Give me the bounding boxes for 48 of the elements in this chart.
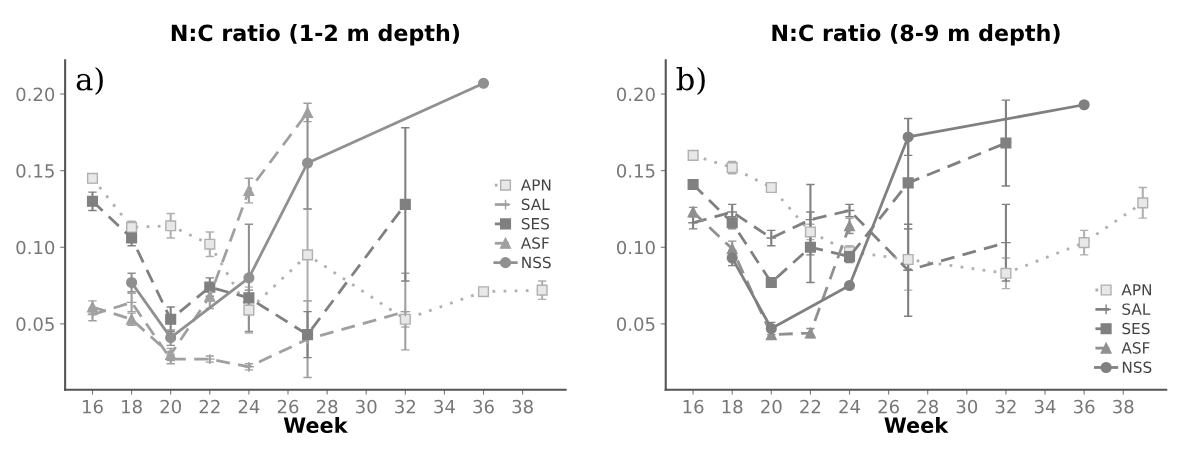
x-tick-label: 28 [917, 399, 938, 414]
x-tick-label: 26 [277, 399, 299, 414]
legend-label: APN [1121, 284, 1151, 296]
x-tick-label: 16 [82, 399, 103, 414]
y-tick-label: 0.05 [16, 317, 54, 331]
x-tick-label: 34 [434, 399, 455, 414]
x-tick-label: 32 [995, 399, 1016, 414]
legend-label: ASF [520, 237, 549, 249]
legend-label: NSS [1122, 361, 1152, 374]
y-tick-label: 0.20 [617, 87, 655, 102]
x-tick-label: 24 [238, 399, 260, 414]
y-tick-label: 0.05 [617, 317, 655, 331]
legend-label: APN [520, 179, 551, 191]
x-tick-label: 18 [122, 399, 142, 414]
y-tick-label: 0.10 [16, 240, 55, 255]
legend-label: SES [1122, 322, 1150, 335]
x-tick-label: 22 [800, 399, 821, 414]
legend-label: SES [521, 217, 549, 230]
x-tick-label: 20 [761, 399, 782, 414]
x-axis-title: Week [884, 416, 949, 434]
x-tick-label: 30 [956, 399, 978, 414]
x-tick-label: 28 [316, 399, 338, 414]
x-tick-label: 16 [683, 399, 704, 414]
legend-label: SAL [1122, 303, 1151, 315]
x-tick-label: 36 [1074, 399, 1095, 414]
x-tick-label: 22 [199, 399, 220, 414]
y-tick-label: 0.10 [617, 240, 655, 255]
x-tick-label: 38 [1113, 399, 1134, 414]
x-tick-label: 36 [473, 399, 494, 414]
legend-label: ASF [1121, 342, 1150, 354]
x-tick-label: 34 [1034, 399, 1056, 414]
x-axis-title: Week [283, 416, 348, 434]
chart-title: N:C ratio (8-9 m depth) [772, 23, 1060, 46]
annotation: b) [676, 66, 705, 95]
x-tick-label: 24 [839, 399, 860, 414]
x-tick-label: 18 [722, 399, 743, 414]
y-tick-label: 0.20 [16, 87, 55, 102]
legend-label: NSS [522, 256, 551, 269]
legend-label: SAL [521, 198, 550, 211]
x-tick-label: 26 [878, 399, 899, 414]
y-tick-label: 0.15 [16, 164, 54, 178]
x-tick-label: 30 [356, 399, 377, 414]
y-tick-label: 0.15 [617, 164, 655, 178]
x-tick-label: 38 [512, 399, 533, 414]
x-tick-label: 32 [395, 399, 415, 414]
annotation: a) [76, 66, 103, 95]
x-tick-label: 20 [160, 399, 181, 414]
chart-title: N:C ratio (1-2 m depth) [171, 23, 460, 46]
